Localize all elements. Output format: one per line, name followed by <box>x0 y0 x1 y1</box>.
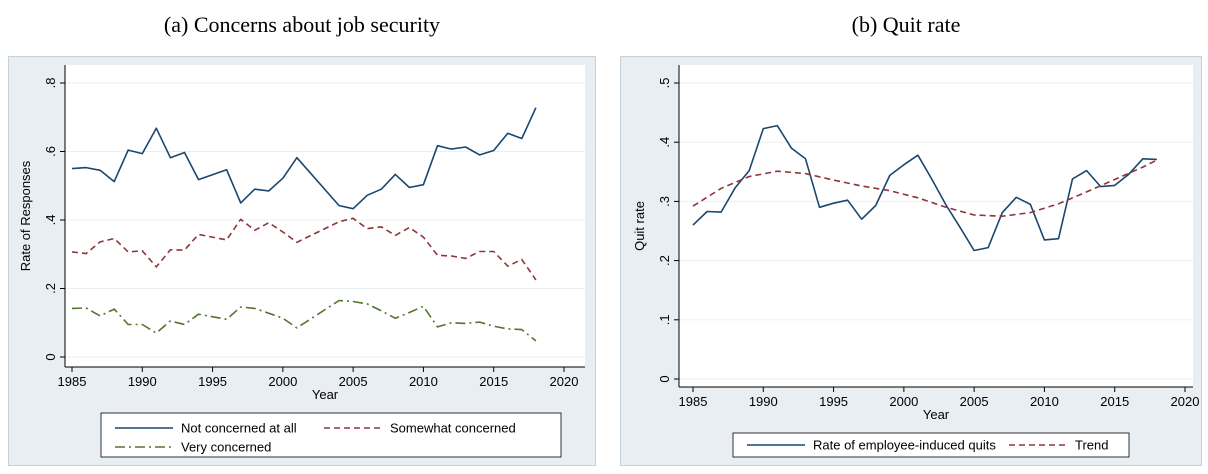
x-tick-label: 2020 <box>550 374 579 389</box>
x-tick-label: 1995 <box>198 374 227 389</box>
series-line-2 <box>692 159 1158 217</box>
chart-panel-a: 0 .2 .4 .6 .8 1985 1990 1995 2000 2005 2010 2015 202… <box>8 56 596 466</box>
x-tick-label: 1990 <box>749 394 778 409</box>
x-axis-title: Year <box>923 407 950 422</box>
x-tick-label: 2000 <box>268 374 297 389</box>
legend-label: Very concerned <box>181 440 271 455</box>
legend-label: Somewhat concerned <box>390 421 516 436</box>
y-tick-label: .4 <box>43 215 58 226</box>
plot-area <box>679 65 1193 387</box>
x-tick-label: 2010 <box>1030 394 1059 409</box>
chart-a-svg: 0 .2 .4 .6 .8 1985 1990 1995 2000 2005 2010 2015 202… <box>18 65 585 458</box>
y-tick-label: .4 <box>657 137 672 148</box>
x-tick-label: 2000 <box>889 394 918 409</box>
x-tick-label: 1985 <box>58 374 87 389</box>
legend-label: Rate of employee-induced quits <box>813 438 996 453</box>
x-tick-label: 2010 <box>409 374 438 389</box>
x-tick-label: 1985 <box>679 394 708 409</box>
x-tick-label: 2020 <box>1171 394 1200 409</box>
caption-panel-a: (a) Concerns about job security <box>163 12 441 37</box>
y-tick-label: .5 <box>657 78 672 89</box>
legend-label: Not concerned at all <box>181 421 297 436</box>
y-tick-label: .3 <box>657 196 672 207</box>
y-axis-title: Rate of Responses <box>18 160 33 271</box>
y-tick-label: .2 <box>43 283 58 294</box>
x-tick-label: 2005 <box>339 374 368 389</box>
x-tick-label: 2015 <box>479 374 508 389</box>
plot-area <box>65 65 585 367</box>
y-tick-label: .2 <box>657 255 672 266</box>
y-tick-label: 0 <box>657 375 672 382</box>
series-line-3 <box>71 299 537 342</box>
x-tick-label: 1995 <box>819 394 848 409</box>
y-tick-label: 0 <box>43 353 58 360</box>
legend-box <box>100 412 562 458</box>
x-tick-label: 1990 <box>128 374 157 389</box>
series-line-1 <box>71 107 537 210</box>
x-tick-label: 2015 <box>1100 394 1129 409</box>
x-tick-label: 2005 <box>960 394 989 409</box>
y-tick-label: .1 <box>657 314 672 325</box>
y-tick-label: .8 <box>43 78 58 89</box>
x-axis-title: Year <box>312 387 339 402</box>
y-tick-label: .6 <box>43 146 58 157</box>
legend-label: Trend <box>1075 438 1108 453</box>
chart-panel-b: 0 .1 .2 .3 .4 .5 1985 1990 1995 2000 2005 2010 2015 2… <box>620 56 1202 466</box>
series-line-2 <box>71 217 537 281</box>
chart-b-svg: 0 .1 .2 .3 .4 .5 1985 1990 1995 2000 2005 2010 2015 2… <box>632 65 1200 458</box>
y-axis-title: Quit rate <box>632 201 647 251</box>
caption-panel-b: (b) Quit rate <box>851 12 961 37</box>
series-line-1 <box>692 124 1157 252</box>
